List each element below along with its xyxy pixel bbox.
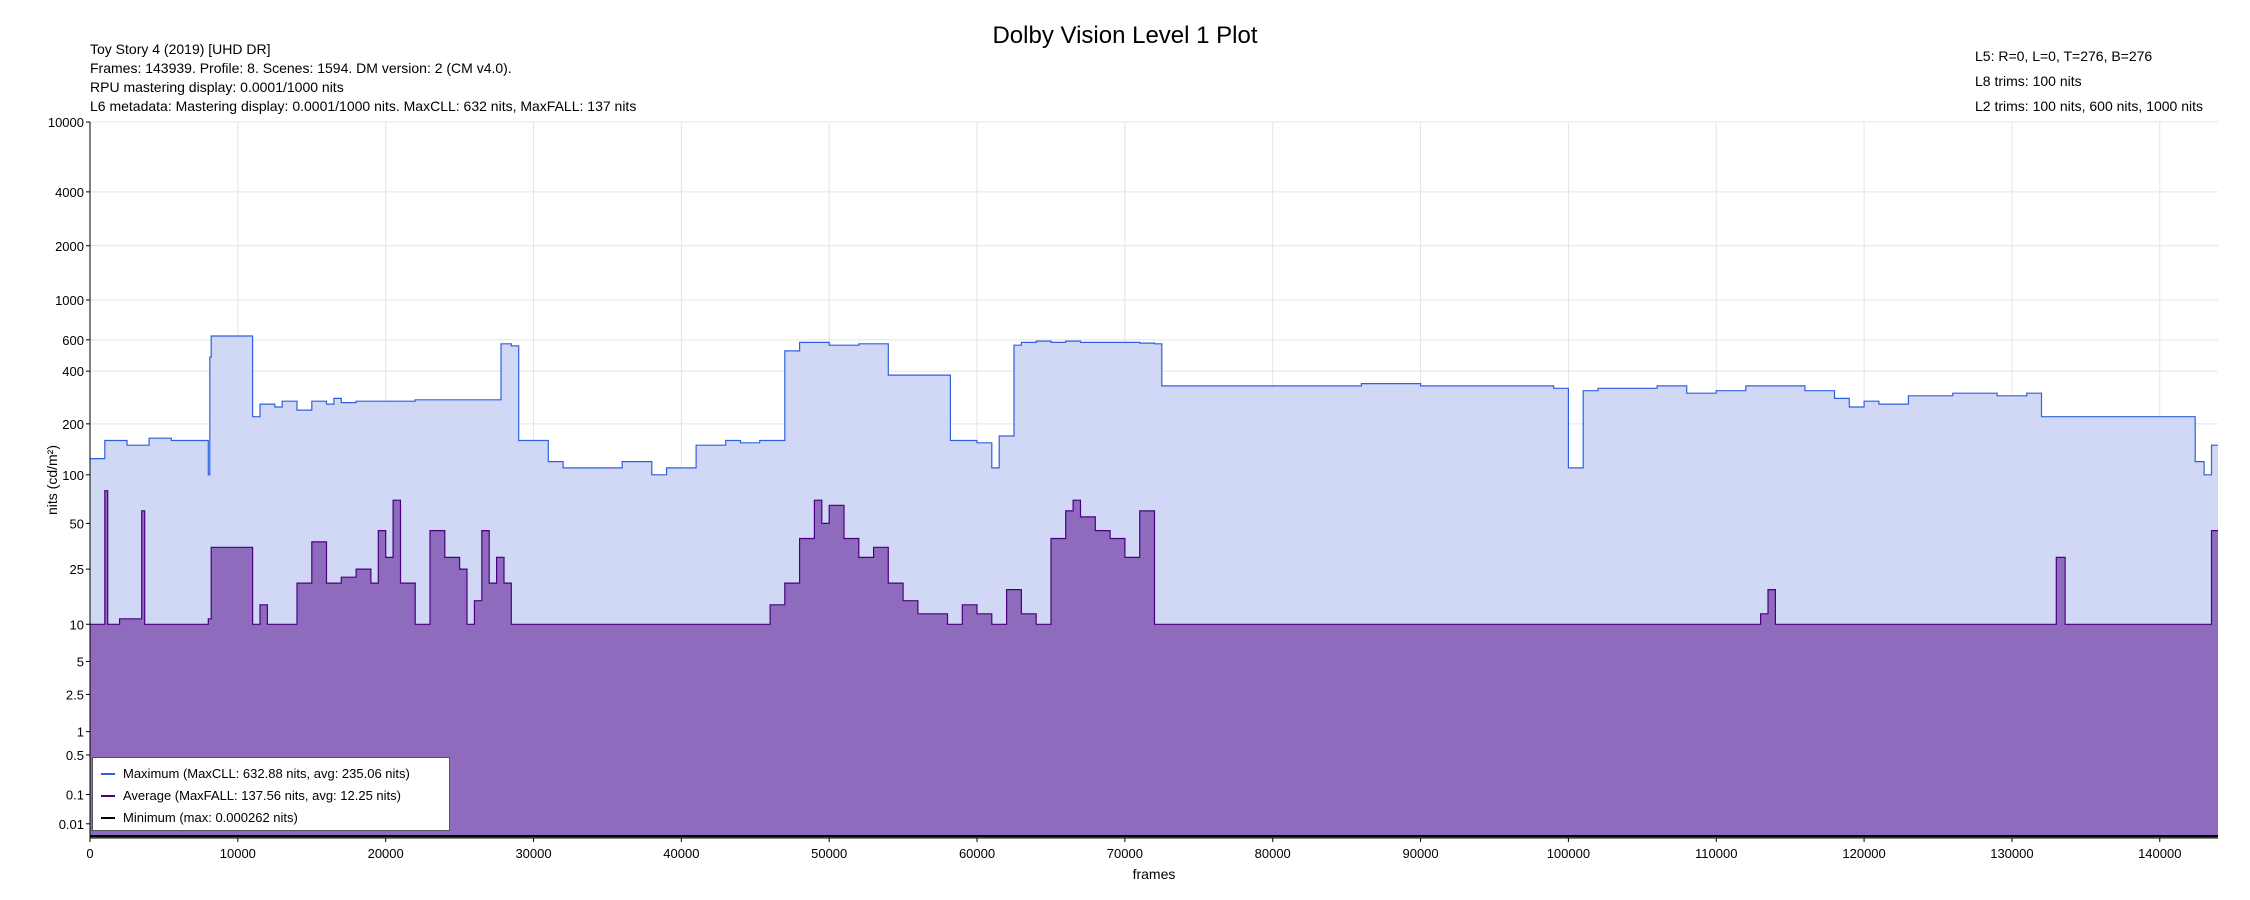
- legend: Maximum (MaxCLL: 632.88 nits, avg: 235.0…: [92, 757, 450, 831]
- x-tick-label: 40000: [663, 846, 699, 861]
- y-tick-label: 200: [62, 417, 84, 432]
- info-left-line-3: RPU mastering display: 0.0001/1000 nits: [90, 79, 344, 95]
- x-tick-label: 120000: [1842, 846, 1885, 861]
- y-tick-label: 10: [70, 617, 84, 632]
- legend-label-average: Average (MaxFALL: 137.56 nits, avg: 12.2…: [123, 788, 401, 803]
- series-average-line: [90, 490, 2218, 625]
- x-tick-label: 50000: [811, 846, 847, 861]
- y-tick-label: 1000: [55, 293, 84, 308]
- chart-title: Dolby Vision Level 1 Plot: [992, 22, 1258, 49]
- y-axis-label: nits (cd/m²): [44, 445, 60, 515]
- legend-item-minimum: Minimum (max: 0.000262 nits): [101, 810, 298, 825]
- series-average-area: [90, 490, 2218, 838]
- legend-label-maximum: Maximum (MaxCLL: 632.88 nits, avg: 235.0…: [123, 766, 410, 781]
- y-tick-label: 1: [77, 725, 84, 740]
- y-tick-label: 2000: [55, 239, 84, 254]
- x-tick-label: 20000: [368, 846, 404, 861]
- y-tick-label: 400: [62, 364, 84, 379]
- y-tick-label: 25: [70, 562, 84, 577]
- legend-item-maximum: Maximum (MaxCLL: 632.88 nits, avg: 235.0…: [101, 766, 410, 781]
- y-tick-label: 600: [62, 333, 84, 348]
- legend-label-minimum: Minimum (max: 0.000262 nits): [123, 810, 298, 825]
- x-tick-label: 30000: [515, 846, 551, 861]
- y-tick-label: 10000: [48, 115, 84, 130]
- info-left-line-2: Frames: 143939. Profile: 8. Scenes: 1594…: [90, 60, 512, 76]
- y-tick-label: 0.5: [66, 748, 84, 763]
- info-right-line-3: L2 trims: 100 nits, 600 nits, 1000 nits: [1975, 98, 2204, 114]
- info-left-block: Toy Story 4 (2019) [UHD DR] Frames: 1439…: [90, 40, 636, 116]
- legend-item-average: Average (MaxFALL: 137.56 nits, avg: 12.2…: [101, 788, 401, 803]
- x-tick-label: 10000: [220, 846, 256, 861]
- x-tick-label: 140000: [2138, 846, 2181, 861]
- legend-swatch-maximum: [101, 772, 115, 775]
- x-tick-label: 110000: [1695, 846, 1737, 861]
- x-tick-label: 130000: [1990, 846, 2033, 861]
- x-tick-label: 60000: [959, 846, 995, 861]
- info-left-line-1: Toy Story 4 (2019) [UHD DR]: [90, 41, 271, 57]
- x-tick-label: 90000: [1402, 846, 1438, 861]
- x-tick-label: 100000: [1547, 846, 1590, 861]
- y-tick-label: 2.5: [66, 687, 84, 702]
- legend-swatch-minimum: [101, 816, 115, 819]
- info-right-block: L5: R=0, L=0, T=276, B=276 L8 trims: 100…: [1975, 44, 2203, 119]
- y-tick-label: 50: [70, 516, 84, 531]
- info-right-line-2: L8 trims: 100 nits: [1975, 73, 2082, 89]
- y-tick-label: 5: [77, 654, 84, 669]
- x-tick-label: 80000: [1255, 846, 1291, 861]
- y-tick-label: 0.01: [59, 817, 84, 832]
- info-right-line-1: L5: R=0, L=0, T=276, B=276: [1975, 48, 2153, 64]
- x-tick-label: 70000: [1107, 846, 1143, 861]
- y-tick-label: 4000: [55, 185, 84, 200]
- x-axis-label: frames: [1133, 866, 1176, 882]
- info-left-line-4: L6 metadata: Mastering display: 0.0001/1…: [90, 98, 637, 114]
- x-tick-label: 0: [86, 846, 93, 861]
- legend-swatch-average: [101, 794, 115, 797]
- series-maximum-line: [90, 335, 2218, 476]
- y-tick-label: 100: [62, 468, 84, 483]
- y-tick-label: 0.1: [66, 787, 84, 802]
